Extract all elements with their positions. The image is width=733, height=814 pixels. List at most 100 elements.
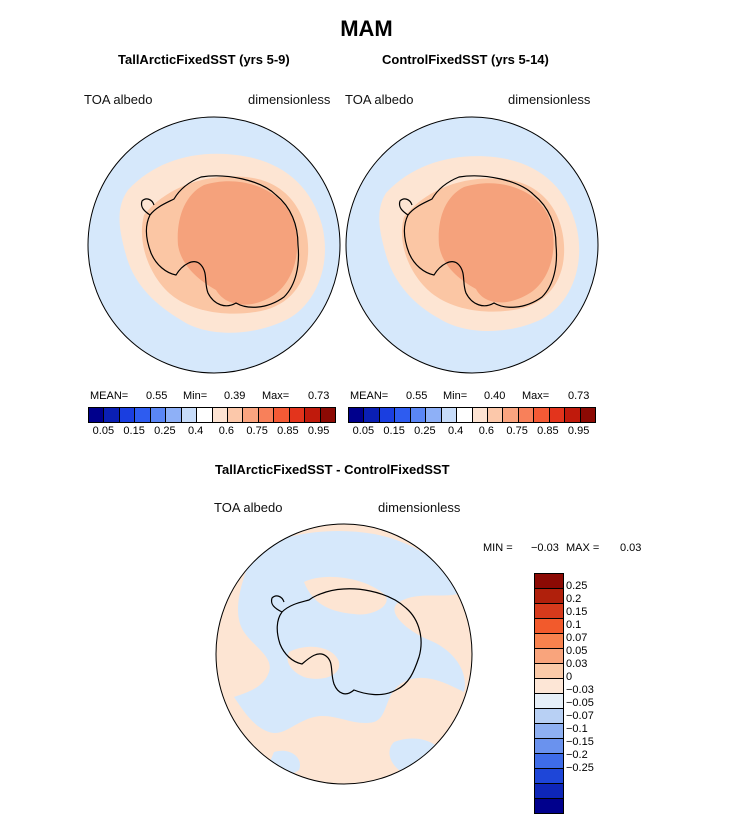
ice-sheet-high — [177, 181, 298, 305]
colorbar-tick-label: −0.1 — [566, 723, 588, 735]
peninsula-coastline — [140, 198, 155, 216]
colorbar-swatch — [197, 408, 213, 422]
colorbar-tick-label: 0.95 — [307, 425, 330, 437]
colorbar-tick-label: −0.15 — [566, 736, 594, 748]
colorbar-swatch — [535, 634, 563, 649]
colorbar-tick-label: 0.05 — [352, 425, 375, 437]
colorbar-swatch — [135, 408, 151, 422]
colorbar-tick-label: 0.15 — [123, 425, 145, 437]
colorbar-swatch — [305, 408, 321, 422]
diff-colorbar-ticks: 0.25 0.2 0.15 0.1 0.07 0.05 0.03 0 −0.03 −0.05 −0.… — [566, 573, 626, 783]
diff-max-value: 0.03 — [620, 542, 642, 554]
panel-2-colorbar-ticks: 0.05 0.15 0.25 0.4 0.6 0.75 0.85 0.95 — [348, 425, 594, 439]
panel-2-map — [345, 116, 599, 374]
panel-1-mean-value: 0.55 — [146, 390, 168, 402]
panel-1-colorbar-ticks: 0.05 0.15 0.25 0.4 0.6 0.75 0.85 0.95 — [88, 425, 334, 439]
colorbar-swatch — [535, 604, 563, 619]
panel-1-max-label: Max= — [262, 390, 290, 402]
colorbar-tick-label: 0.05 — [92, 425, 115, 437]
colorbar-swatch — [518, 408, 535, 422]
positive-anomaly-patch-2 — [287, 646, 340, 679]
colorbar-swatch — [503, 408, 519, 422]
colorbar-swatch — [472, 408, 488, 422]
antarctica-coastline — [276, 588, 422, 696]
colorbar-swatch — [181, 408, 198, 422]
panel-2-mean-value: 0.55 — [406, 390, 428, 402]
colorbar-swatch — [119, 408, 136, 422]
colorbar-tick-label: −0.03 — [566, 684, 594, 696]
panel-1-mean-label: MEAN= — [90, 390, 129, 402]
colorbar-swatch — [457, 408, 473, 422]
colorbar-tick-label: −0.2 — [566, 749, 588, 761]
colorbar-swatch — [535, 619, 563, 634]
colorbar-tick-label: 0.75 — [506, 425, 528, 437]
colorbar-swatch — [274, 408, 290, 422]
colorbar-tick-label: 0.95 — [567, 425, 590, 437]
panel-2-colorbar — [348, 407, 596, 423]
colorbar-swatch — [535, 649, 563, 664]
colorbar-swatch — [258, 408, 275, 422]
colorbar-swatch — [395, 408, 411, 422]
panel-1-max-value: 0.73 — [308, 390, 330, 402]
colorbar-swatch — [212, 408, 228, 422]
diff-max-label: MAX = — [566, 542, 600, 554]
colorbar-tick-label: 0.4 — [187, 425, 204, 437]
colorbar-swatch — [379, 408, 396, 422]
colorbar-tick-label: 0.25 — [566, 580, 588, 592]
colorbar-tick-label: 0.6 — [478, 425, 495, 437]
colorbar-tick-label: 0.25 — [154, 425, 176, 437]
colorbar-swatch — [535, 724, 563, 739]
panel-1-min-value: 0.39 — [224, 390, 246, 402]
colorbar-swatch — [487, 408, 504, 422]
panel-1-variable-label: TOA albedo — [84, 92, 153, 107]
map-boundary — [215, 523, 473, 785]
colorbar-swatch — [441, 408, 458, 422]
colorbar-tick-label: 0.15 — [383, 425, 405, 437]
colorbar-tick-label: 0.03 — [566, 658, 588, 670]
diff-min-label: MIN = — [483, 542, 513, 554]
colorbar-swatch — [364, 408, 380, 422]
panel-2-mean-label: MEAN= — [350, 390, 389, 402]
colorbar-swatch — [535, 589, 563, 604]
diff-colorbar — [534, 573, 564, 814]
panel-2-min-value: 0.40 — [484, 390, 506, 402]
antarctica-coastline — [145, 175, 300, 308]
colorbar-swatch — [104, 408, 120, 422]
positive-anomaly-patch — [304, 576, 387, 615]
diff-min-value: −0.03 — [531, 542, 559, 554]
diff-units-label: dimensionless — [378, 500, 461, 515]
colorbar-swatch — [535, 769, 563, 784]
colorbar-tick-label: 0.6 — [218, 425, 235, 437]
colorbar-swatch — [320, 408, 335, 422]
panel-1-units-label: dimensionless — [248, 92, 331, 107]
panel-2-min-label: Min= — [443, 390, 468, 402]
map-boundary — [87, 116, 341, 374]
colorbar-tick-label: 0.07 — [566, 632, 588, 644]
map-boundary — [345, 116, 599, 374]
diff-panel-title: TallArcticFixedSST - ControlFixedSST — [215, 462, 450, 477]
panel-1-colorbar — [88, 407, 336, 423]
colorbar-tick-label: 0 — [566, 671, 573, 683]
colorbar-swatch — [150, 408, 167, 422]
colorbar-tick-label: 0.2 — [566, 593, 582, 605]
colorbar-swatch — [349, 408, 365, 422]
colorbar-tick-label: 0.4 — [447, 425, 464, 437]
colorbar-swatch — [243, 408, 259, 422]
panel-1-min-label: Min= — [183, 390, 208, 402]
colorbar-swatch — [89, 408, 105, 422]
colorbar-tick-label: 0.15 — [566, 606, 588, 618]
colorbar-swatch — [227, 408, 244, 422]
colorbar-swatch — [535, 679, 563, 694]
colorbar-swatch — [535, 574, 563, 589]
colorbar-tick-label: 0.85 — [277, 425, 299, 437]
colorbar-tick-label: −0.05 — [566, 697, 594, 709]
colorbar-swatch — [580, 408, 595, 422]
colorbar-swatch — [535, 739, 563, 754]
diff-map — [215, 523, 473, 785]
colorbar-swatch — [535, 799, 563, 813]
colorbar-swatch — [166, 408, 182, 422]
colorbar-tick-label: −0.25 — [566, 762, 594, 774]
colorbar-swatch — [426, 408, 442, 422]
panel-2-units-label: dimensionless — [508, 92, 591, 107]
panel-2-max-value: 0.73 — [568, 390, 590, 402]
